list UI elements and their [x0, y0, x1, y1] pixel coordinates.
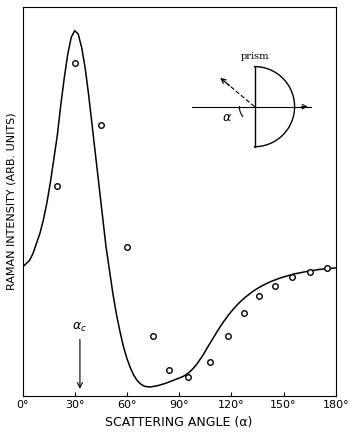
- Text: prism: prism: [240, 51, 269, 61]
- Y-axis label: RAMAN INTENSITY (ARB. UNITS): RAMAN INTENSITY (ARB. UNITS): [7, 112, 17, 290]
- X-axis label: SCATTERING ANGLE (α): SCATTERING ANGLE (α): [105, 416, 253, 429]
- Text: $\alpha$: $\alpha$: [222, 111, 232, 124]
- Text: $\alpha_c$: $\alpha_c$: [73, 321, 87, 388]
